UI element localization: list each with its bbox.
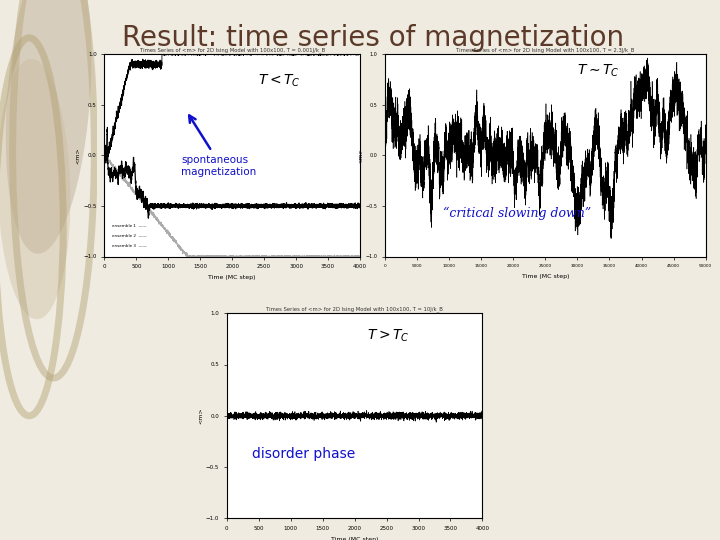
Ellipse shape <box>0 59 71 319</box>
Text: “critical slowing down”: “critical slowing down” <box>443 207 591 220</box>
Text: ensemble 2  ——: ensemble 2 —— <box>112 234 147 238</box>
Y-axis label: <m>: <m> <box>358 147 363 164</box>
Text: $T \sim T_C$: $T \sim T_C$ <box>577 62 620 79</box>
Y-axis label: <m>: <m> <box>198 408 203 424</box>
Text: disorder phase: disorder phase <box>253 447 356 461</box>
Title: Times Series of <m> for 2D Ising Model with 100x100, T = 10J/k_B: Times Series of <m> for 2D Ising Model w… <box>266 306 443 312</box>
Text: $T > T_C$: $T > T_C$ <box>367 328 410 345</box>
Text: ensemble 1  ——: ensemble 1 —— <box>112 224 147 228</box>
Title: Times Series of <m> for 2D Ising Model with 100x100, T = 2.3J/k_B: Times Series of <m> for 2D Ising Model w… <box>456 47 634 53</box>
Ellipse shape <box>6 0 91 254</box>
Y-axis label: <m>: <m> <box>76 147 81 164</box>
Text: Result: time series of magnetization: Result: time series of magnetization <box>122 24 624 52</box>
Text: spontaneous
magnetization: spontaneous magnetization <box>181 156 256 177</box>
Title: Times Series of <m> for 2D Ising Model with 100x100, T = 0.001J/k_B: Times Series of <m> for 2D Ising Model w… <box>140 47 325 53</box>
Text: ensemble 3  ——: ensemble 3 —— <box>112 245 147 248</box>
X-axis label: Time (MC step): Time (MC step) <box>522 274 569 279</box>
X-axis label: Time (MC step): Time (MC step) <box>209 275 256 280</box>
X-axis label: Time (MC step): Time (MC step) <box>331 537 378 540</box>
Text: $T < T_C$: $T < T_C$ <box>258 72 300 89</box>
